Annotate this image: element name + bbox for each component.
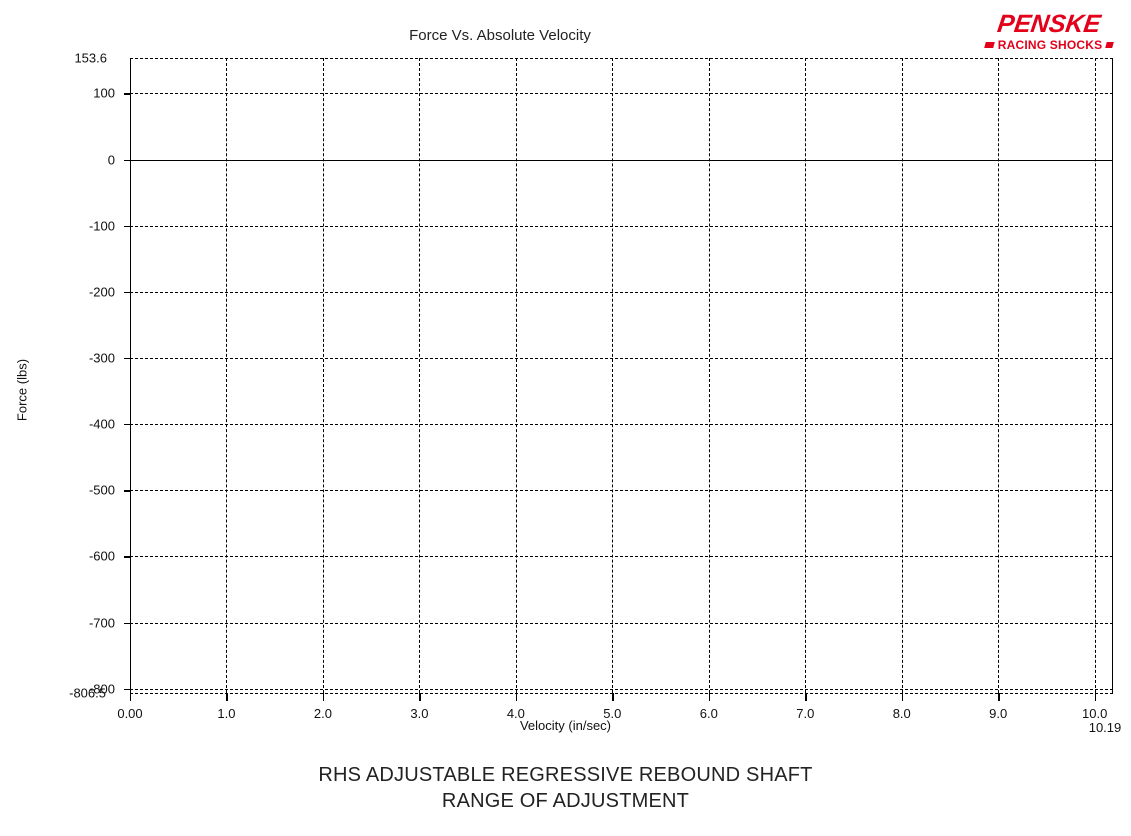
logo-wordmark: PENSKE (995, 10, 1103, 38)
plot-area (130, 58, 1113, 694)
caption-line-1: RHS ADJUSTABLE REGRESSIVE REBOUND SHAFT (318, 764, 813, 786)
x-tick-label-6: 6.0 (699, 706, 718, 721)
y-tick-label--700: -700 (88, 615, 115, 631)
x-tick-label-7: 7.0 (796, 706, 815, 721)
x-tick-label-10: 10.0 (1082, 706, 1108, 721)
penske-racing-shocks-logo: PENSKE RACING SHOCKS (984, 10, 1114, 52)
x-tick-mark-0 (130, 693, 132, 701)
x-tick-label-8: 8.0 (892, 706, 911, 721)
x-tick-mark-4 (515, 693, 518, 701)
chart-title: Force Vs. Absolute Velocity (409, 27, 591, 44)
y-tick-mark-0 (124, 159, 131, 161)
x-tick-label-0: 0.00 (117, 706, 143, 721)
y-tick-label--300: -300 (88, 350, 115, 366)
x-tick-mark-7 (805, 693, 807, 701)
x-tick-mark-1 (226, 693, 228, 701)
x-tick-mark-5 (612, 693, 614, 701)
y-tick-mark--800 (124, 688, 131, 690)
plot-frame-bottom (130, 693, 1113, 694)
x-tick-label-9: 9.0 (989, 706, 1008, 721)
y-tick-mark--600 (124, 556, 131, 558)
y-axis-max-label: 153.6 (74, 50, 107, 66)
y-tick-mark--500 (124, 490, 131, 492)
y-tick-label--400: -400 (88, 416, 115, 432)
y-tick-mark-100 (124, 93, 131, 95)
y-tick-label--800: -800 (88, 681, 115, 697)
x-tick-mark-8 (901, 693, 904, 701)
x-tick-label-3: 3.0 (410, 706, 429, 721)
x-tick-label-1: 1.0 (217, 706, 236, 721)
chart-caption: RHS ADJUSTABLE REGRESSIVE REBOUND SHAFT … (0, 762, 1131, 814)
x-tick-mark-2 (322, 693, 325, 701)
x-tick-label-2: 2.0 (313, 706, 332, 721)
y-tick-mark--100 (124, 225, 131, 228)
x-tick-mark-3 (419, 693, 421, 701)
x-tick-label-4: 4.0 (506, 706, 525, 721)
y-tick-label-0: 0 (107, 152, 115, 168)
logo-bar-right-icon (1105, 42, 1114, 48)
y-axis-title: Force (lbs) (14, 358, 30, 422)
y-tick-label--200: -200 (88, 284, 115, 300)
y-tick-label--100: -100 (88, 218, 115, 234)
y-tick-label--500: -500 (88, 482, 115, 498)
y-tick-mark--700 (124, 622, 131, 624)
plot-border (130, 58, 1113, 693)
x-axis-max-label: 10.19 (1088, 720, 1122, 735)
x-tick-mark-10 (1094, 693, 1096, 701)
logo-bar-left-icon (984, 42, 995, 48)
x-axis-title: Velocity (in/sec) (519, 718, 612, 733)
y-tick-label-100: 100 (93, 85, 115, 101)
logo-subtitle: RACING SHOCKS (997, 38, 1103, 52)
x-tick-label-5: 5.0 (603, 706, 622, 721)
y-tick-mark--400 (124, 424, 131, 426)
caption-line-2: RANGE OF ADJUSTMENT (441, 790, 690, 812)
y-tick-mark--300 (124, 358, 131, 360)
y-tick-mark--200 (124, 291, 131, 294)
y-axis-min-label: -806.5 (69, 685, 106, 701)
x-tick-mark-6 (708, 693, 711, 701)
y-tick-label--600: -600 (88, 548, 115, 564)
x-tick-mark-9 (998, 693, 1000, 701)
